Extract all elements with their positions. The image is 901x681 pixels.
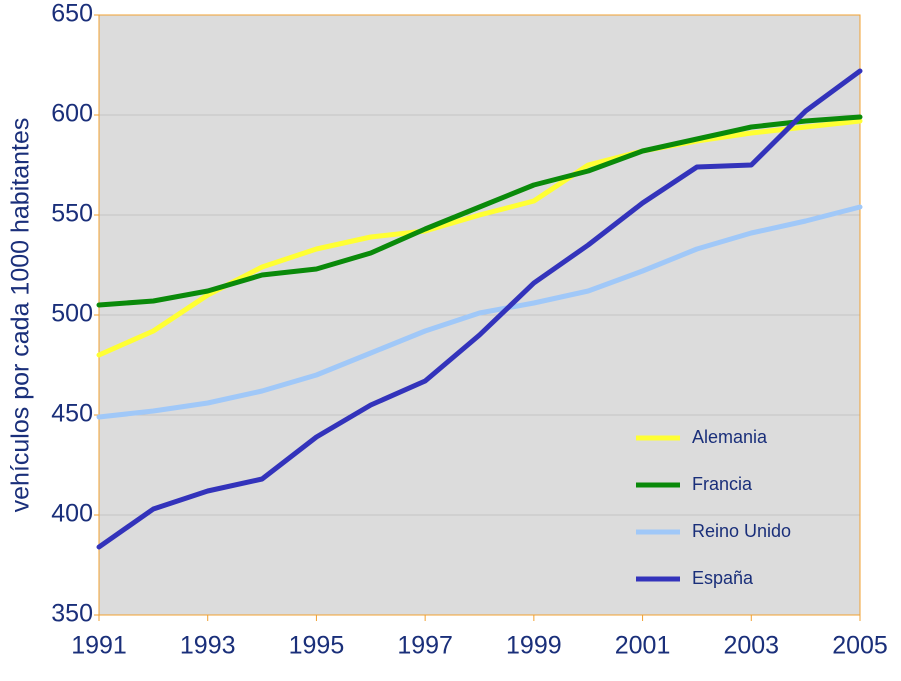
y-tick-label: 500 [51,300,93,328]
line-series [96,204,863,420]
x-tick-label: 2005 [832,632,888,660]
line-series [96,68,863,550]
x-tick-label: 2001 [615,632,671,660]
y-tick-label: 400 [51,500,93,528]
x-tick-label: 1995 [289,632,345,660]
x-tick-label: 1999 [506,632,562,660]
legend-label: Francia [692,474,753,494]
y-tick-label: 450 [51,400,93,428]
y-tick-label: 600 [51,100,93,128]
y-axis-label: vehículos por cada 1000 habitantes [7,118,35,513]
x-tick-label: 2003 [723,632,779,660]
y-tick-label: 550 [51,200,93,228]
legend-label: Alemania [692,427,768,447]
y-tick-label: 650 [51,0,93,28]
line-series [96,114,863,308]
x-tick-label: 1991 [71,632,127,660]
x-tick-label: 1997 [397,632,453,660]
legend-label: Reino Unido [692,521,791,541]
legend-label: España [692,568,754,588]
plot-border [98,14,861,616]
y-tick-label: 350 [51,600,93,628]
x-tick-label: 1993 [180,632,236,660]
